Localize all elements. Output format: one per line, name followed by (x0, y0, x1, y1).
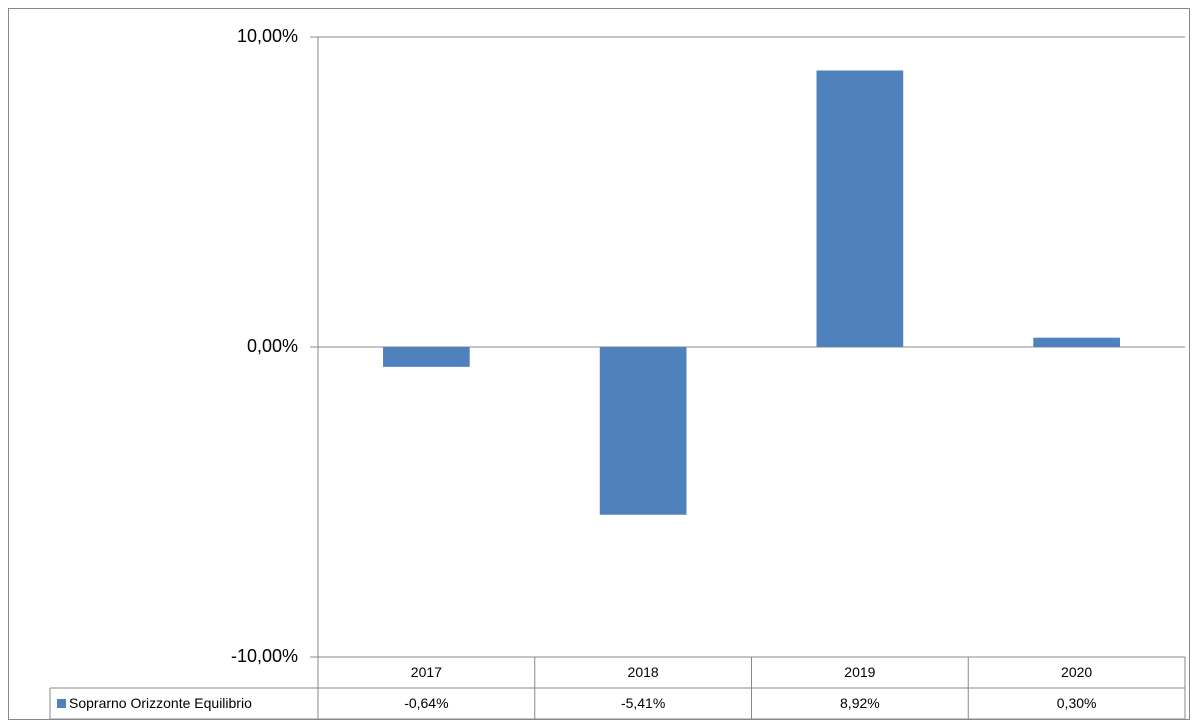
bar (816, 70, 904, 347)
y-tick-label: 10,00% (237, 26, 298, 46)
chart-border (8, 8, 1190, 720)
bar (1033, 337, 1120, 347)
bar (383, 347, 470, 367)
x-tick-label: 2018 (628, 664, 659, 680)
data-table-value: -0,64% (404, 695, 448, 711)
x-tick-label: 2017 (411, 664, 442, 680)
legend-key (57, 699, 66, 708)
data-table-value: 0,30% (1057, 695, 1097, 711)
data-table-value: -5,41% (621, 695, 665, 711)
y-tick-label: -10,00% (231, 646, 298, 666)
x-tick-label: 2020 (1061, 664, 1092, 680)
data-table-value: 8,92% (840, 695, 880, 711)
x-tick-label: 2019 (844, 664, 875, 680)
bar (599, 347, 687, 515)
y-tick-label: 0,00% (247, 336, 298, 356)
legend-label: Soprarno Orizzonte Equilibrio (69, 695, 252, 711)
